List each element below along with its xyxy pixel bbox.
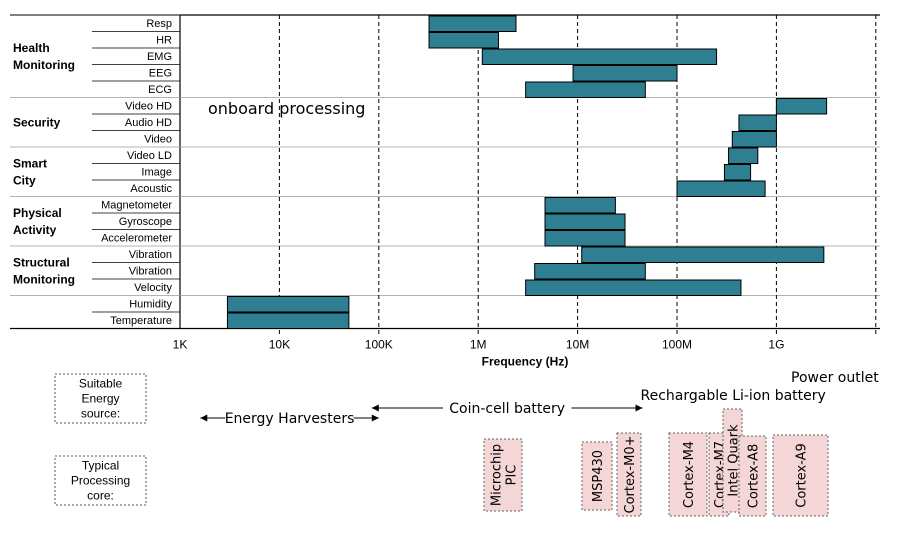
range-bar (775, 98, 828, 115)
range-bar (723, 164, 752, 181)
core-label: Cortex-M0+ (623, 435, 638, 513)
row-label: Temperature (110, 315, 172, 327)
range-bar (226, 312, 350, 329)
range-bar (544, 230, 626, 247)
range-bar (226, 296, 350, 313)
arrow-left-icon (200, 414, 208, 422)
row-label: Video (144, 134, 172, 146)
core-label: Cortex-A9 (795, 443, 810, 508)
row-label: Accelerometer (101, 233, 172, 245)
core-label: Cortex-A8 (747, 444, 762, 509)
row-label: HR (156, 35, 172, 47)
arrow-right-icon (635, 404, 643, 412)
x-tick-label: 1K (173, 338, 188, 352)
range-bar (428, 32, 499, 49)
range-bar (534, 263, 646, 280)
row-label: ECG (148, 84, 172, 96)
row-label: EEG (149, 68, 172, 80)
row-label: EMG (147, 51, 172, 63)
row-label: Acoustic (130, 183, 172, 195)
row-label: Humidity (129, 299, 172, 311)
core-box (722, 408, 743, 513)
row-label: Video HD (125, 101, 172, 113)
group-label: Smart City (13, 156, 47, 187)
range-bar (738, 114, 777, 131)
row-label: Resp (146, 18, 172, 30)
group-label: Physical Activity (13, 206, 62, 237)
range-bar (525, 81, 646, 98)
row-label: Audio HD (125, 117, 172, 129)
energy-range-label: Energy Harvesters (225, 411, 355, 427)
x-axis-label: Frequency (Hz) (482, 355, 569, 369)
energy-label-bg (225, 410, 354, 426)
range-bar (581, 246, 825, 263)
core-box (668, 432, 708, 517)
range-bar (544, 213, 626, 230)
core-box (616, 432, 642, 517)
group-label: Health Monitoring (13, 41, 75, 72)
core-label: Intel Quark (727, 424, 742, 497)
range-bar (728, 147, 759, 164)
row-label: Video LD (127, 150, 172, 162)
row-label: Vibration (129, 266, 172, 278)
range-bar (544, 197, 616, 214)
row-label: Gyroscope (119, 216, 172, 228)
x-tick-label: 100K (365, 338, 393, 352)
core-label: MicrochipPIC (490, 444, 520, 506)
x-tick-label: 100M (662, 338, 692, 352)
energy-range-label: Power outlet (791, 370, 879, 386)
energy-range-label: Coin-cell battery (449, 401, 565, 417)
row-label: Magnetometer (101, 200, 172, 212)
x-tick-label: 1M (470, 338, 487, 352)
range-bar (481, 48, 718, 65)
arrow-right-icon (371, 414, 379, 422)
row-label: Velocity (134, 282, 172, 294)
energy-label-bg (636, 387, 830, 403)
arrow-left-icon (371, 404, 379, 412)
core-box (581, 441, 613, 511)
range-bar (525, 279, 742, 296)
core-box (483, 438, 523, 512)
core-box (738, 435, 767, 517)
energy-range-label: Rechargable Li-ion battery (641, 388, 826, 404)
energy-row-label-box (54, 373, 147, 424)
cores-row-label-box (54, 455, 147, 506)
core-box (772, 434, 829, 517)
row-label: Image (141, 167, 172, 179)
row-label: Vibration (129, 249, 172, 261)
x-tick-label: 10M (566, 338, 589, 352)
onboard-processing-annotation: onboard processing (208, 99, 365, 118)
range-bar (572, 65, 678, 82)
group-label: Security (13, 115, 61, 129)
range-bar (428, 15, 517, 32)
cores-row-label: Typical Processing core: (71, 459, 130, 503)
range-bar (731, 131, 777, 148)
x-tick-label: 10K (269, 338, 290, 352)
energy-label-bg (788, 369, 882, 385)
range-bar (676, 180, 766, 197)
energy-label-bg (442, 400, 572, 416)
core-label: MSP430 (591, 450, 606, 502)
x-tick-label: 1G (768, 338, 784, 352)
group-label: Structural Monitoring (13, 255, 75, 286)
energy-row-label: Suitable Energy source: (79, 377, 123, 421)
core-label: Cortex-M4 (682, 441, 697, 508)
